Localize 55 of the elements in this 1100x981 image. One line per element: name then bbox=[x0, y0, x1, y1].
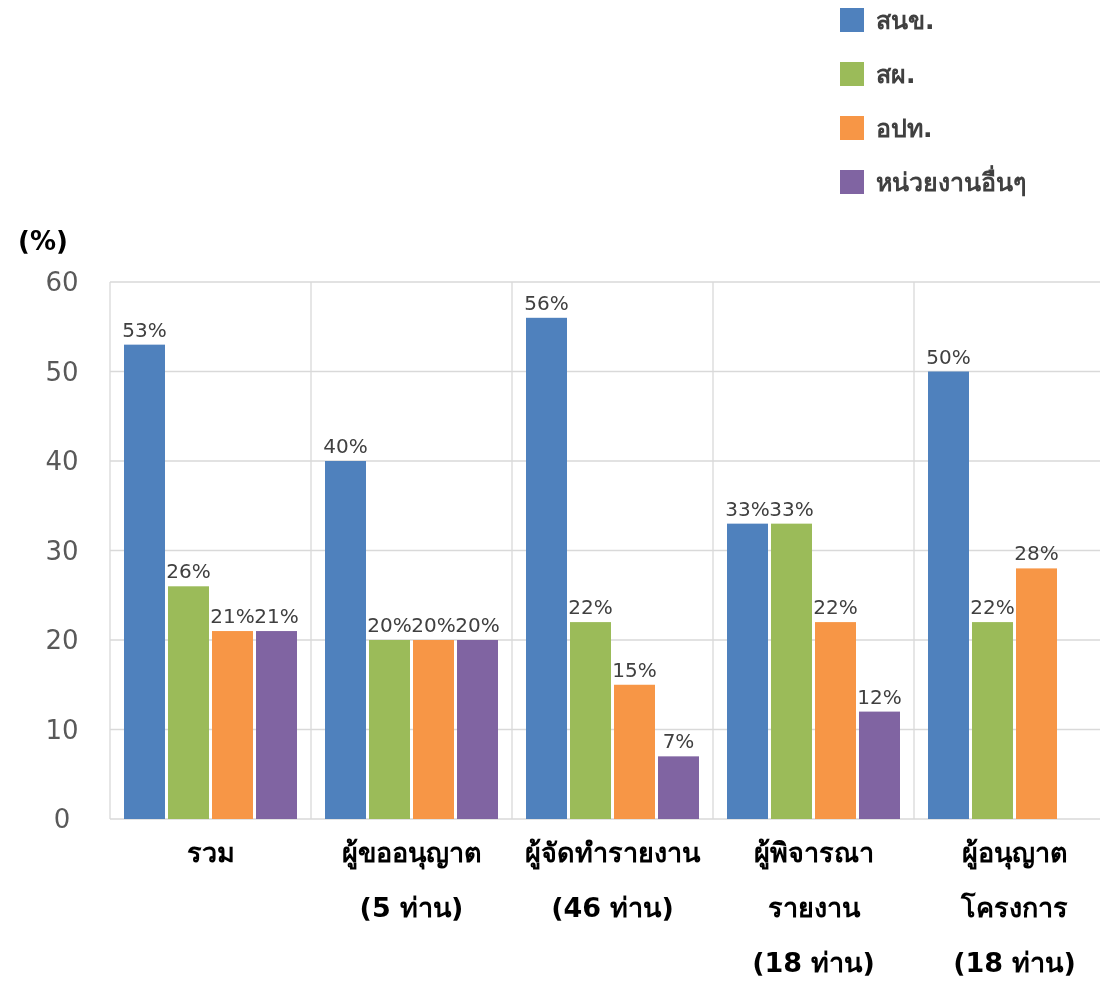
bar bbox=[928, 371, 969, 819]
legend-label: อปท. bbox=[876, 114, 933, 143]
bar bbox=[570, 622, 611, 819]
bar bbox=[771, 523, 812, 819]
data-label: 21% bbox=[210, 604, 255, 629]
data-label: 53% bbox=[122, 317, 167, 342]
bar bbox=[658, 756, 699, 819]
data-label: 21% bbox=[254, 604, 299, 629]
bar bbox=[212, 631, 253, 819]
data-label: 50% bbox=[926, 344, 971, 369]
y-tick-label: 10 bbox=[45, 714, 79, 745]
legend-label: สนข. bbox=[876, 6, 935, 35]
data-label: 56% bbox=[524, 290, 569, 315]
y-tick-label: 0 bbox=[53, 804, 71, 834]
y-tick-label: 50 bbox=[45, 356, 79, 387]
data-label: 15% bbox=[612, 657, 657, 682]
data-label: 12% bbox=[857, 684, 902, 709]
x-tick-label: ผู้ขออนุญาต (5 ท่าน) bbox=[341, 837, 482, 923]
data-label: 7% bbox=[662, 729, 695, 754]
data-label: 22% bbox=[970, 595, 1015, 620]
x-tick-label: ผู้พิจารณา รายงาน (18 ท่าน) bbox=[752, 837, 875, 978]
bar bbox=[413, 640, 454, 819]
data-label: 22% bbox=[568, 595, 613, 620]
data-label: 22% bbox=[813, 595, 858, 620]
bar bbox=[526, 317, 567, 819]
data-label: 20% bbox=[455, 613, 500, 637]
y-tick-label: 60 bbox=[45, 267, 79, 297]
bar bbox=[614, 684, 655, 819]
legend-label: หน่วยงานอื่นๆ bbox=[876, 165, 1026, 197]
x-tick-label: รวม bbox=[186, 837, 235, 868]
bar bbox=[859, 711, 900, 819]
data-label: 33% bbox=[725, 496, 770, 521]
bar bbox=[369, 640, 410, 819]
bar bbox=[124, 344, 165, 819]
bar bbox=[457, 640, 498, 819]
y-axis-title: (%) bbox=[18, 226, 68, 256]
bar bbox=[168, 586, 209, 819]
bar bbox=[727, 523, 768, 819]
y-tick-label: 40 bbox=[45, 446, 79, 476]
data-label: 33% bbox=[769, 496, 814, 521]
x-tick-label: ผู้จัดทำรายงาน (46 ท่าน) bbox=[525, 837, 701, 923]
data-label: 40% bbox=[323, 434, 368, 458]
data-label: 28% bbox=[1014, 541, 1059, 566]
bar bbox=[815, 622, 856, 819]
x-tick-label: ผู้อนุญาต โครงการ (18 ท่าน) bbox=[953, 837, 1076, 978]
data-label: 20% bbox=[411, 613, 456, 637]
data-label: 26% bbox=[166, 559, 211, 584]
legend-label: สผ. bbox=[876, 60, 916, 89]
bar bbox=[256, 631, 297, 819]
y-tick-label: 20 bbox=[45, 625, 79, 655]
bar bbox=[325, 461, 366, 819]
y-tick-label: 30 bbox=[45, 535, 79, 566]
bar bbox=[972, 622, 1013, 819]
data-label: 20% bbox=[367, 613, 412, 637]
bar bbox=[1016, 568, 1057, 819]
